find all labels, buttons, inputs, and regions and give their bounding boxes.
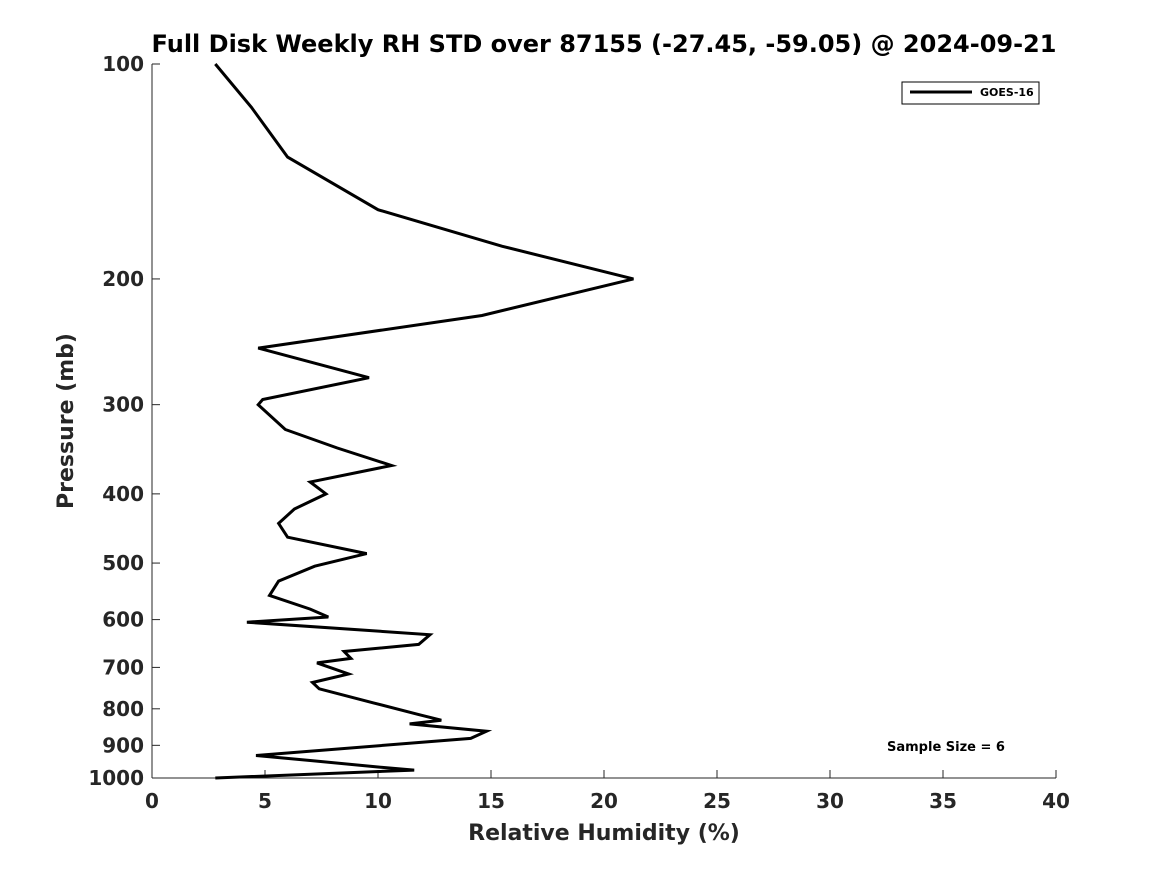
legend-entry: GOES-16 xyxy=(980,86,1034,99)
x-tick-label: 10 xyxy=(364,789,392,813)
x-axis-label: Relative Humidity (%) xyxy=(468,821,740,846)
series-layer xyxy=(214,63,634,780)
y-tick-label: 200 xyxy=(102,267,144,291)
x-tick-label: 20 xyxy=(590,789,618,813)
x-tick-label: 40 xyxy=(1042,789,1070,813)
x-tick-label: 5 xyxy=(258,789,272,813)
y-tick-label: 400 xyxy=(102,482,144,506)
x-tick-label: 35 xyxy=(929,789,957,813)
x-tick-label: 0 xyxy=(145,789,159,813)
y-tick-label: 700 xyxy=(102,655,144,679)
y-tick-label: 300 xyxy=(102,393,144,417)
y-tick-label: 600 xyxy=(102,608,144,632)
axes: 0 5 10 15 20 25 30 35 40 100 200 300 400 500 600 700 800… xyxy=(88,52,1070,813)
y-tick-label: 1000 xyxy=(88,766,144,790)
y-tick-label: 500 xyxy=(102,551,144,575)
x-tick-label: 25 xyxy=(703,789,731,813)
series-line-1 xyxy=(214,63,634,780)
y-tick-label: 900 xyxy=(102,733,144,757)
legend: GOES-16 xyxy=(901,81,1040,105)
y-tick-label: 800 xyxy=(102,697,144,721)
x-tick-label: 30 xyxy=(816,789,844,813)
sample-size-annotation: Sample Size = 6 xyxy=(887,740,1005,755)
y-tick-label: 100 xyxy=(102,52,144,76)
chart-title: Full Disk Weekly RH STD over 87155 (-27.… xyxy=(152,30,1057,58)
y-axis-label: Pressure (mb) xyxy=(54,333,79,509)
x-tick-label: 15 xyxy=(477,789,505,813)
